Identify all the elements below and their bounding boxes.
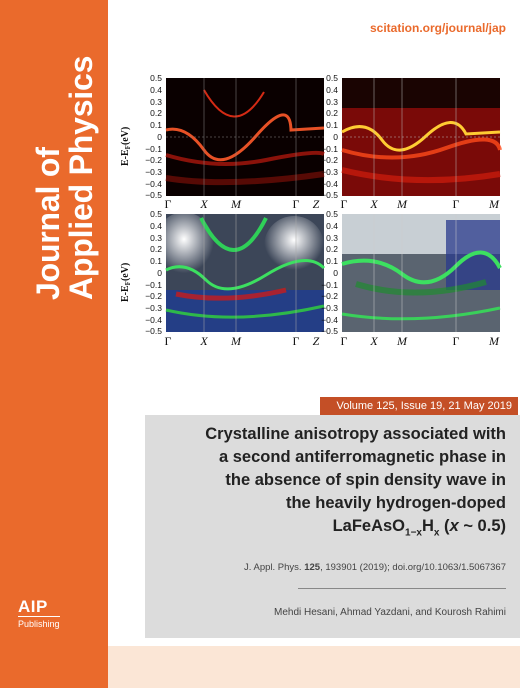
- x-label: M: [230, 197, 242, 211]
- y-tick: −0.3: [321, 303, 338, 313]
- y-tick: 0.4: [150, 85, 162, 95]
- y-tick: 0.1: [326, 120, 338, 130]
- x-label: M: [396, 197, 408, 211]
- x-label: Z: [313, 197, 320, 211]
- y-tick: 0.4: [326, 221, 338, 231]
- panel-top-right: [341, 78, 502, 196]
- article-title[interactable]: Crystalline anisotropy associated with a…: [156, 423, 506, 544]
- bottom-band: [108, 646, 520, 688]
- y-tick: 0.5: [326, 73, 338, 83]
- x-label: M: [488, 197, 500, 211]
- logo-sub: Publishing: [18, 616, 60, 629]
- y-tick: −0.3: [145, 303, 162, 313]
- sidebar: [0, 0, 108, 688]
- journal-title-line2: Applied Physics: [63, 55, 99, 300]
- y-tick: −0.5: [321, 190, 338, 200]
- x-label: M: [488, 334, 500, 348]
- logo-name: AIP: [18, 597, 48, 616]
- article-title-line: the heavily hydrogen-doped: [285, 494, 506, 512]
- band-structure-figure: 0.5 0.4 0.3 0.2 0.1 0 −0.1 −0.2 −0.3 −0.…: [120, 73, 502, 348]
- y-tick: −0.1: [145, 144, 162, 154]
- y-tick: −0.4: [145, 315, 162, 325]
- y-tick: −0.2: [321, 291, 338, 301]
- x-labels: Γ X M Γ Z Γ X M Γ M Γ X M Γ Z Γ X M Γ M: [165, 197, 500, 348]
- y-tick: −0.4: [321, 315, 338, 325]
- y-tick: 0.5: [150, 209, 162, 219]
- y-tick: 0.2: [150, 108, 162, 118]
- x-label: X: [369, 197, 378, 211]
- aip-logo: AIP Publishing: [18, 598, 60, 629]
- y-tick: 0.2: [326, 244, 338, 254]
- panel-bottom-right: [341, 214, 502, 332]
- y-tick: 0.1: [326, 256, 338, 266]
- issue-band: Volume 125, Issue 19, 21 May 2019: [320, 397, 518, 415]
- x-label: Γ: [293, 197, 300, 211]
- y-tick: 0.4: [150, 221, 162, 231]
- y-axis-labels: E-EF(eV) E-EF(eV): [120, 127, 132, 302]
- x-label: Γ: [293, 334, 300, 348]
- y-tick: 0.3: [150, 233, 162, 243]
- y-tick: −0.1: [321, 280, 338, 290]
- x-label: Γ: [165, 197, 172, 211]
- y-tick: −0.2: [145, 291, 162, 301]
- y-tick: 0.2: [150, 244, 162, 254]
- y-tick: 0.1: [150, 120, 162, 130]
- y-tick: 0.5: [326, 209, 338, 219]
- article-title-formula: LaFeAsO1−xHx (x ~ 0.5): [332, 517, 506, 539]
- y-tick: 0: [157, 132, 162, 142]
- y-tick: −0.3: [145, 167, 162, 177]
- y-tick: −0.5: [145, 190, 162, 200]
- y-tick: −0.4: [145, 179, 162, 189]
- article-box: Crystalline anisotropy associated with a…: [145, 415, 520, 638]
- journal-url[interactable]: scitation.org/journal/jap: [369, 21, 506, 35]
- y-tick: 0.3: [150, 97, 162, 107]
- y-tick: 0: [157, 268, 162, 278]
- y-tick: −0.1: [145, 280, 162, 290]
- x-label: Z: [313, 334, 320, 348]
- y-tick: 0: [333, 132, 338, 142]
- y-tick: 0.4: [326, 85, 338, 95]
- x-label: X: [199, 334, 208, 348]
- article-title-line: Crystalline anisotropy associated with: [205, 425, 506, 443]
- x-label: M: [396, 334, 408, 348]
- x-label: X: [199, 197, 208, 211]
- y-tick: 0.2: [326, 108, 338, 118]
- y-tick: 0.1: [150, 256, 162, 266]
- x-label: Γ: [453, 197, 460, 211]
- y-tick: 0.3: [326, 97, 338, 107]
- y-tick: −0.1: [321, 144, 338, 154]
- panel-top-left: [165, 78, 325, 196]
- x-label: Γ: [165, 334, 172, 348]
- y-tick: 0.5: [150, 73, 162, 83]
- journal-title-line1: Journal of: [30, 147, 66, 300]
- y-tick: 0: [333, 268, 338, 278]
- y-tick: 0.3: [326, 233, 338, 243]
- article-title-line: a second antiferromagnetic phase in: [219, 448, 506, 466]
- x-label: Γ: [341, 334, 348, 348]
- y-ticks: 0.5 0.4 0.3 0.2 0.1 0 −0.1 −0.2 −0.3 −0.…: [145, 73, 338, 336]
- divider: [298, 588, 506, 589]
- x-label: Γ: [341, 197, 348, 211]
- y-tick: −0.3: [321, 167, 338, 177]
- y-tick: −0.5: [145, 326, 162, 336]
- y-tick: −0.5: [321, 326, 338, 336]
- y-tick: −0.4: [321, 179, 338, 189]
- x-label: M: [230, 334, 242, 348]
- cover-figure: 0.5 0.4 0.3 0.2 0.1 0 −0.1 −0.2 −0.3 −0.…: [116, 70, 506, 352]
- x-label: X: [369, 334, 378, 348]
- y-tick: −0.2: [145, 155, 162, 165]
- y-axis-label-top: E-EF(eV): [120, 127, 132, 166]
- article-title-line: the absence of spin density wave in: [225, 471, 506, 489]
- x-label: Γ: [453, 334, 460, 348]
- citation[interactable]: J. Appl. Phys. 125, 193901 (2019); doi.o…: [244, 562, 506, 573]
- journal-title: Journal of Applied Physics: [30, 40, 99, 300]
- y-tick: −0.2: [321, 155, 338, 165]
- authors: Mehdi Hesani, Ahmad Yazdani, and Kourosh…: [274, 607, 506, 618]
- panel-bottom-left: [154, 212, 326, 332]
- y-axis-label-bottom: E-EF(eV): [120, 263, 132, 302]
